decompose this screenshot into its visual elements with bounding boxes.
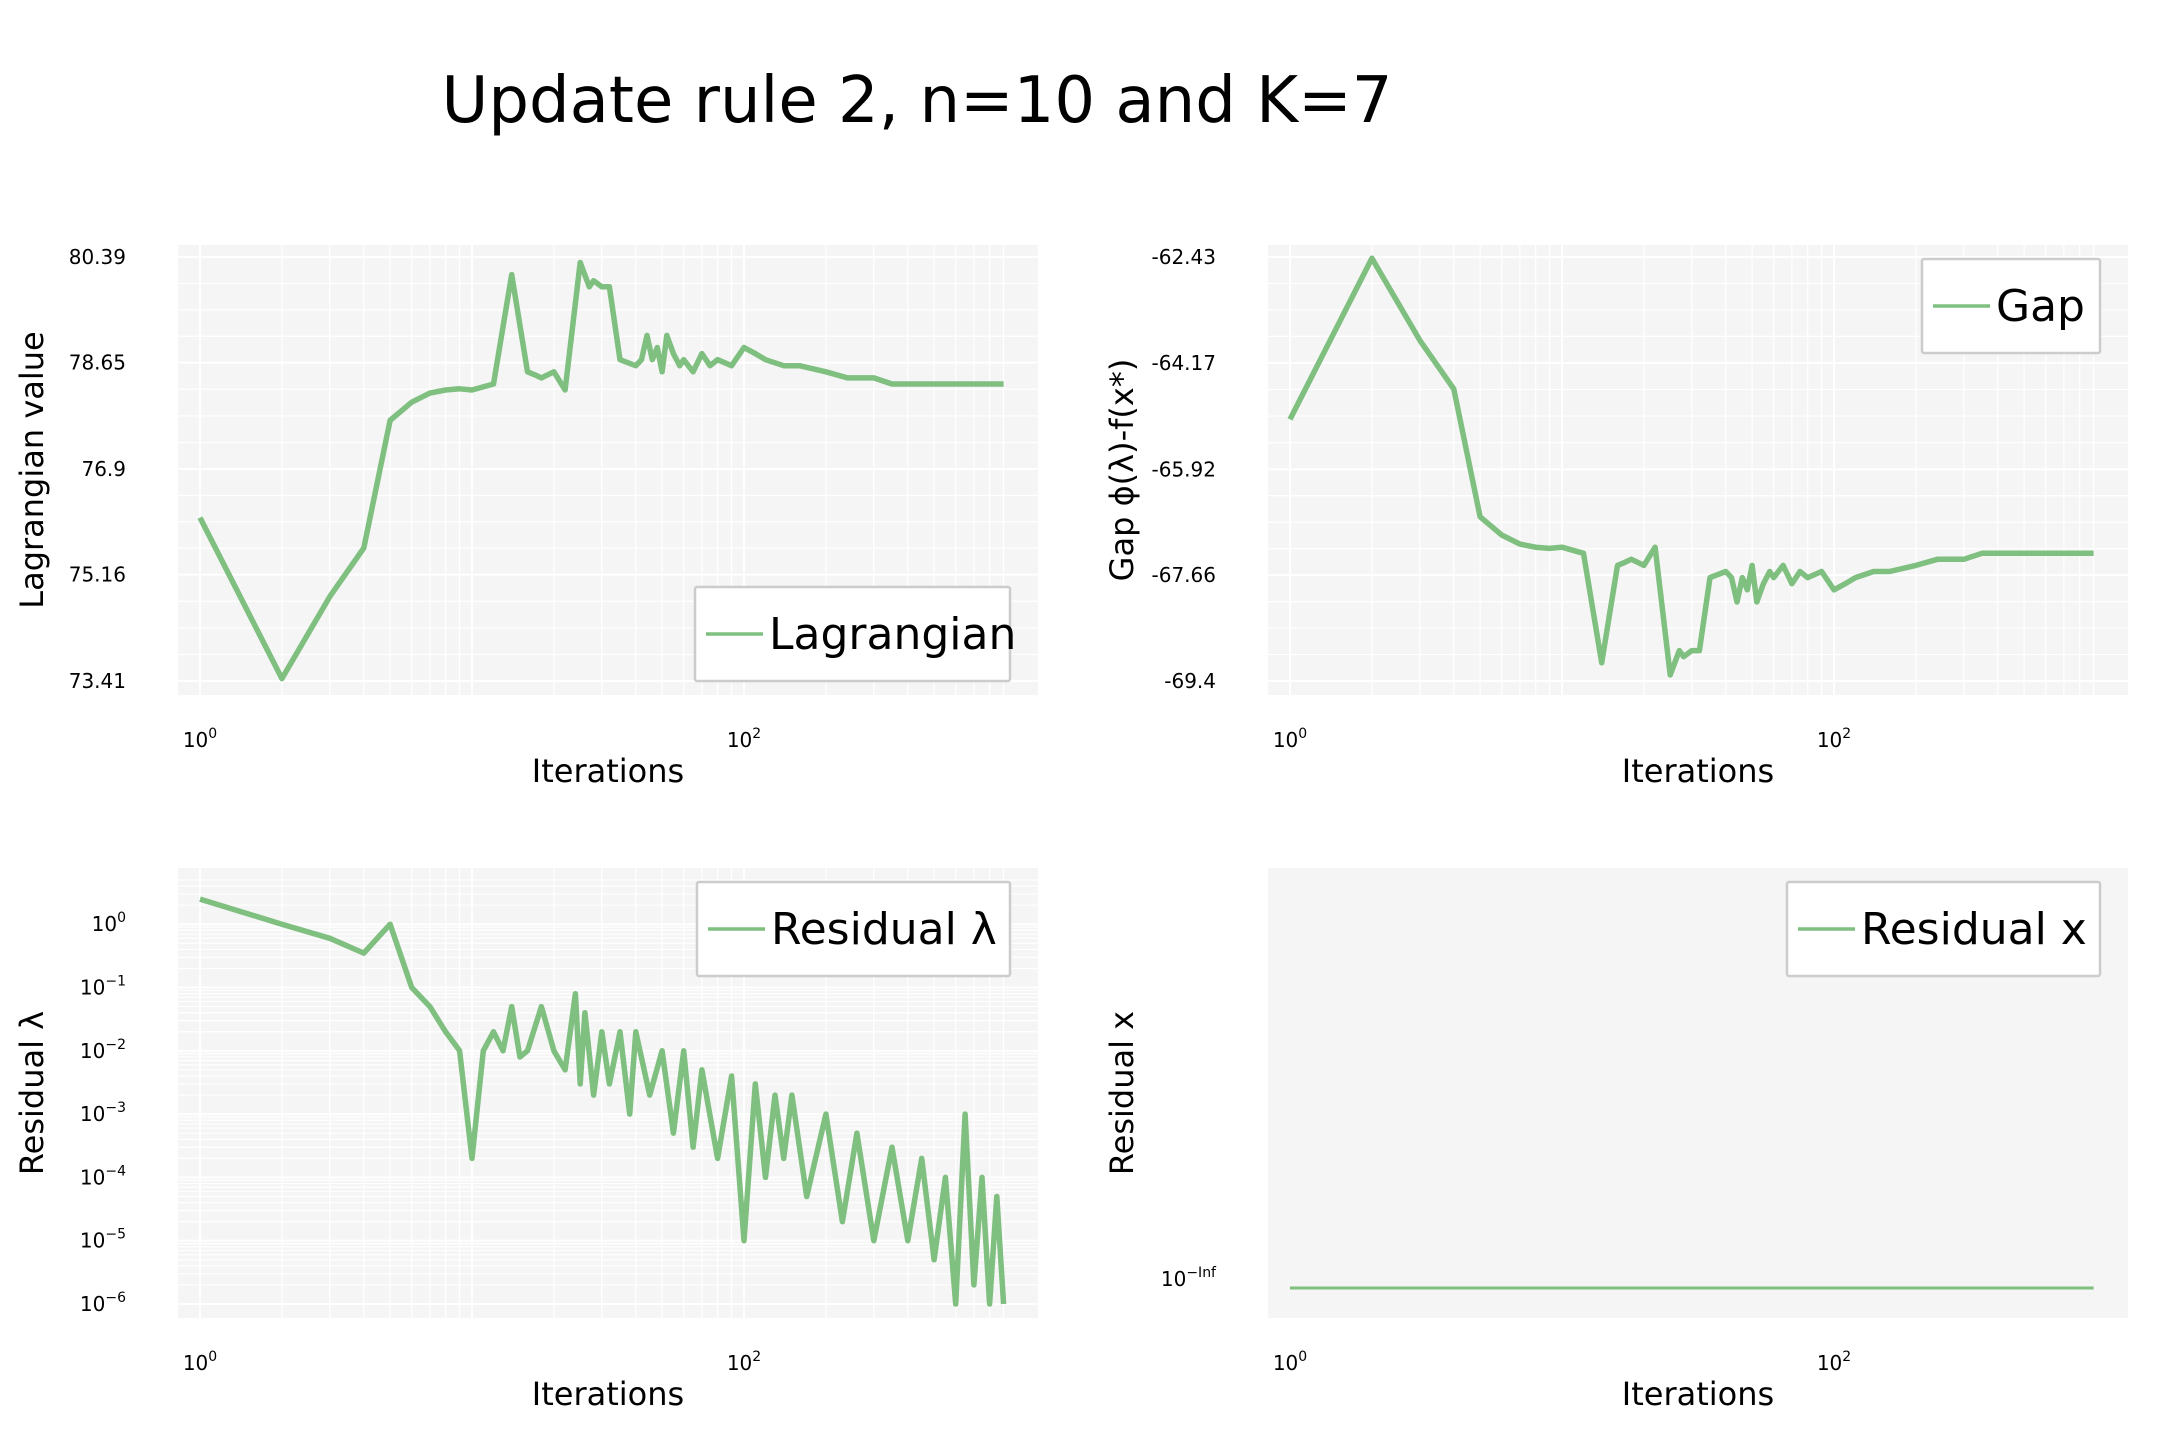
chart-title: Update rule 2, n=10 and K=7 (442, 64, 1393, 138)
y-axis-label: Residual λ (13, 1011, 51, 1175)
y-axis-label: Gap ϕ(λ)-f(x*) (1103, 359, 1141, 582)
x-tick-label: 100 (1273, 1349, 1307, 1375)
panel-1: 100 102 80.39 78.65 76.9 75.16 73.41 Iterations… (13, 245, 1038, 790)
y-tick-label: 73.41 (69, 669, 126, 693)
y-axis-label: Residual x (1103, 1011, 1141, 1175)
y-tick-label: 10−1 (80, 974, 126, 1000)
x-axis-label: Iterations (532, 752, 684, 790)
series-line (197, 259, 1004, 682)
y-tick-label: 10−6 (80, 1290, 126, 1316)
x-tick-label: 100 (183, 726, 217, 752)
x-tick-label: 100 (183, 1349, 217, 1375)
panel-2: 100 102 -62.43 -64.17 -65.92 -67.66 -69.4 Itera… (1103, 245, 2128, 790)
grid (1268, 245, 2128, 695)
legend: Lagrangian (693, 585, 1016, 683)
x-tick-label: 102 (727, 1349, 761, 1375)
legend-label: Lagrangian (769, 609, 1016, 660)
legend-box (1785, 880, 2102, 978)
y-tick-label: 10−Inf (1161, 1265, 1217, 1291)
y-tick-label: 10−3 (80, 1100, 126, 1126)
y-tick-label: 80.39 (69, 245, 126, 269)
legend-label: Residual x (1861, 904, 2087, 955)
y-tick-label: 78.65 (69, 351, 126, 375)
y-tick-label: -69.4 (1164, 669, 1216, 693)
y-tick-label: 75.16 (69, 563, 126, 587)
x-tick-label: 102 (1817, 1349, 1851, 1375)
y-tick-label: -62.43 (1152, 245, 1216, 269)
x-axis-label: Iterations (1622, 1375, 1774, 1413)
x-axis-label: Iterations (532, 1375, 684, 1413)
legend-label: Gap (1996, 281, 2085, 332)
series-line (1287, 255, 2094, 678)
x-tick-label: 102 (727, 726, 761, 752)
y-tick-label: -64.17 (1152, 351, 1216, 375)
legend-box (693, 585, 1012, 683)
y-axis-label: Lagrangian value (13, 331, 51, 608)
legend: Residual λ (695, 880, 1012, 978)
series-line (199, 896, 1007, 1307)
legend-box (695, 880, 1012, 978)
panel-3: 100 102 100 10−1 10−2 10−3 10−4 10−5 10−6 Iterati… (13, 868, 1038, 1413)
legend: Residual x (1785, 880, 2102, 978)
y-tick-label: -67.66 (1152, 563, 1216, 587)
y-tick-label: 10−2 (80, 1037, 126, 1063)
x-axis-label: Iterations (1622, 752, 1774, 790)
y-tick-label: 100 (92, 910, 126, 936)
legend-label: Residual λ (771, 904, 997, 955)
y-tick-label: 10−4 (80, 1163, 126, 1189)
x-tick-label: 100 (1273, 726, 1307, 752)
y-tick-label: -65.92 (1152, 457, 1216, 481)
panel-4: 100 102 10−Inf Iterations Residual x Residual… (1103, 868, 2128, 1413)
y-tick-label: 10−5 (80, 1227, 126, 1253)
y-tick-label: 76.9 (81, 457, 126, 481)
legend-box (1920, 257, 2102, 355)
legend: Gap (1920, 257, 2102, 355)
x-tick-label: 102 (1817, 726, 1851, 752)
